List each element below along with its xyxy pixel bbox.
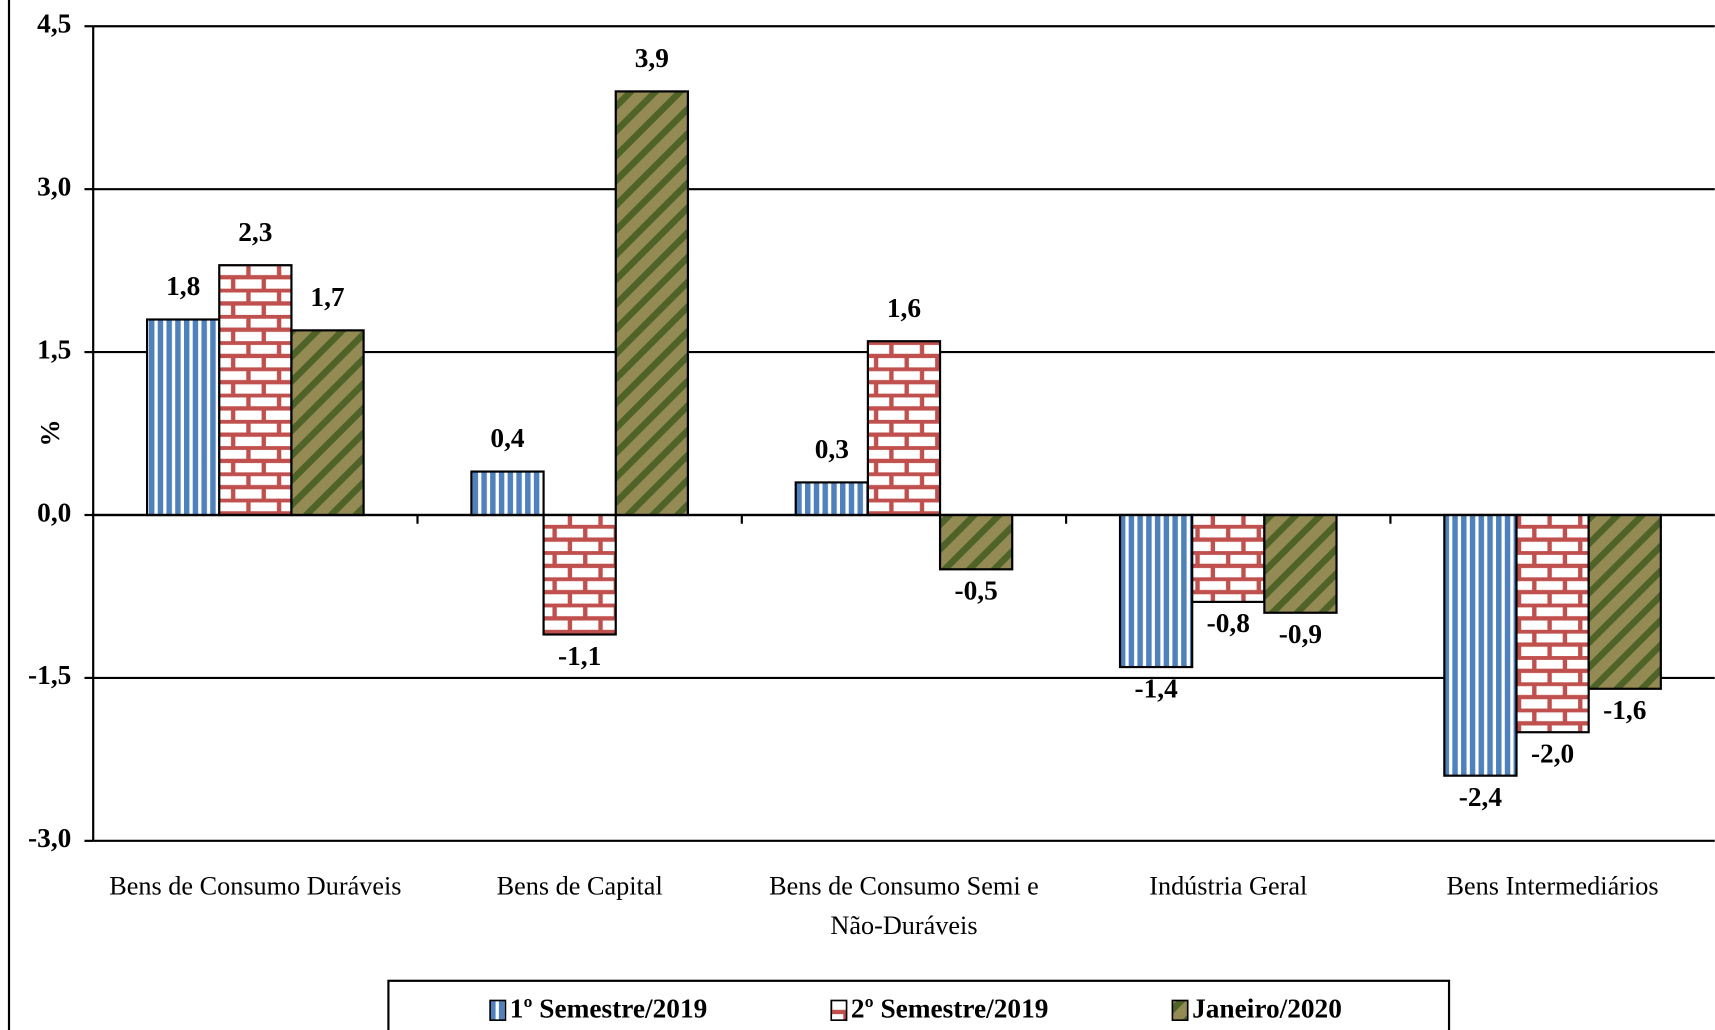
data-label: -0,5 — [955, 576, 998, 606]
x-tick-label-box: Bens de Consumo Semi e Não-Duráveis — [769, 872, 1039, 941]
y-tick-label: 4,5 — [37, 9, 71, 39]
data-label: -1,6 — [1603, 695, 1646, 725]
data-label: -2,4 — [1459, 782, 1503, 812]
bar — [470, 470, 545, 517]
data-label: -2,0 — [1531, 739, 1574, 769]
data-label: -0,9 — [1279, 619, 1322, 649]
bar — [866, 340, 942, 517]
data-label: 2,3 — [238, 217, 272, 247]
bar — [542, 513, 617, 636]
legend-label: Janeiro/2020 — [1192, 994, 1342, 1024]
x-tick-label-box: Bens de Capital — [496, 872, 663, 901]
x-tick-label: Bens de Capital — [496, 872, 663, 901]
bar — [1191, 513, 1266, 603]
data-label: 3,9 — [635, 43, 669, 73]
y-tick-label: 0,0 — [37, 497, 71, 527]
bar — [1118, 513, 1194, 669]
bar — [938, 513, 1014, 571]
x-tick-label-box: Bens de Consumo Duráveis — [109, 872, 402, 901]
data-label: 1,8 — [166, 271, 200, 301]
legend-label: 1º Semestre/2019 — [510, 994, 708, 1024]
legend-swatch — [489, 999, 507, 1021]
bar — [1263, 513, 1338, 614]
legend-swatch — [1171, 999, 1189, 1021]
bar — [1587, 513, 1662, 690]
legend-label: 2º Semestre/2019 — [851, 994, 1049, 1024]
data-label: 0,3 — [815, 434, 849, 464]
bar — [1515, 513, 1590, 734]
bar — [290, 329, 365, 517]
y-axis-label: % — [35, 419, 65, 446]
x-tick-label: Bens de Consumo Semi e Não-Duráveis — [769, 872, 1039, 941]
x-tick-label: Bens de Consumo Duráveis — [109, 872, 402, 901]
bar — [146, 318, 221, 517]
data-label: 0,4 — [490, 423, 524, 453]
y-tick-label: 3,0 — [37, 171, 71, 201]
legend-swatch — [830, 999, 848, 1021]
x-tick-label: Indústria Geral — [1149, 872, 1308, 901]
data-label: -1,4 — [1134, 673, 1178, 703]
data-label: -0,8 — [1207, 608, 1250, 638]
bar — [614, 90, 690, 517]
y-tick-label: -1,5 — [28, 660, 71, 690]
data-label: 1,7 — [310, 282, 344, 312]
data-label: -1,1 — [558, 641, 601, 671]
bar — [1443, 513, 1518, 777]
bar — [218, 264, 293, 517]
x-tick-label-box: Bens Intermediários — [1446, 872, 1659, 901]
data-label: 1,6 — [887, 293, 921, 323]
y-tick-label: 1,5 — [37, 334, 71, 364]
x-tick-label: Bens Intermediários — [1446, 872, 1659, 901]
x-tick-label-box: Indústria Geral — [1149, 872, 1308, 901]
legend-box — [387, 979, 1451, 1030]
y-tick-label: -3,0 — [28, 823, 71, 853]
bar — [794, 481, 869, 517]
